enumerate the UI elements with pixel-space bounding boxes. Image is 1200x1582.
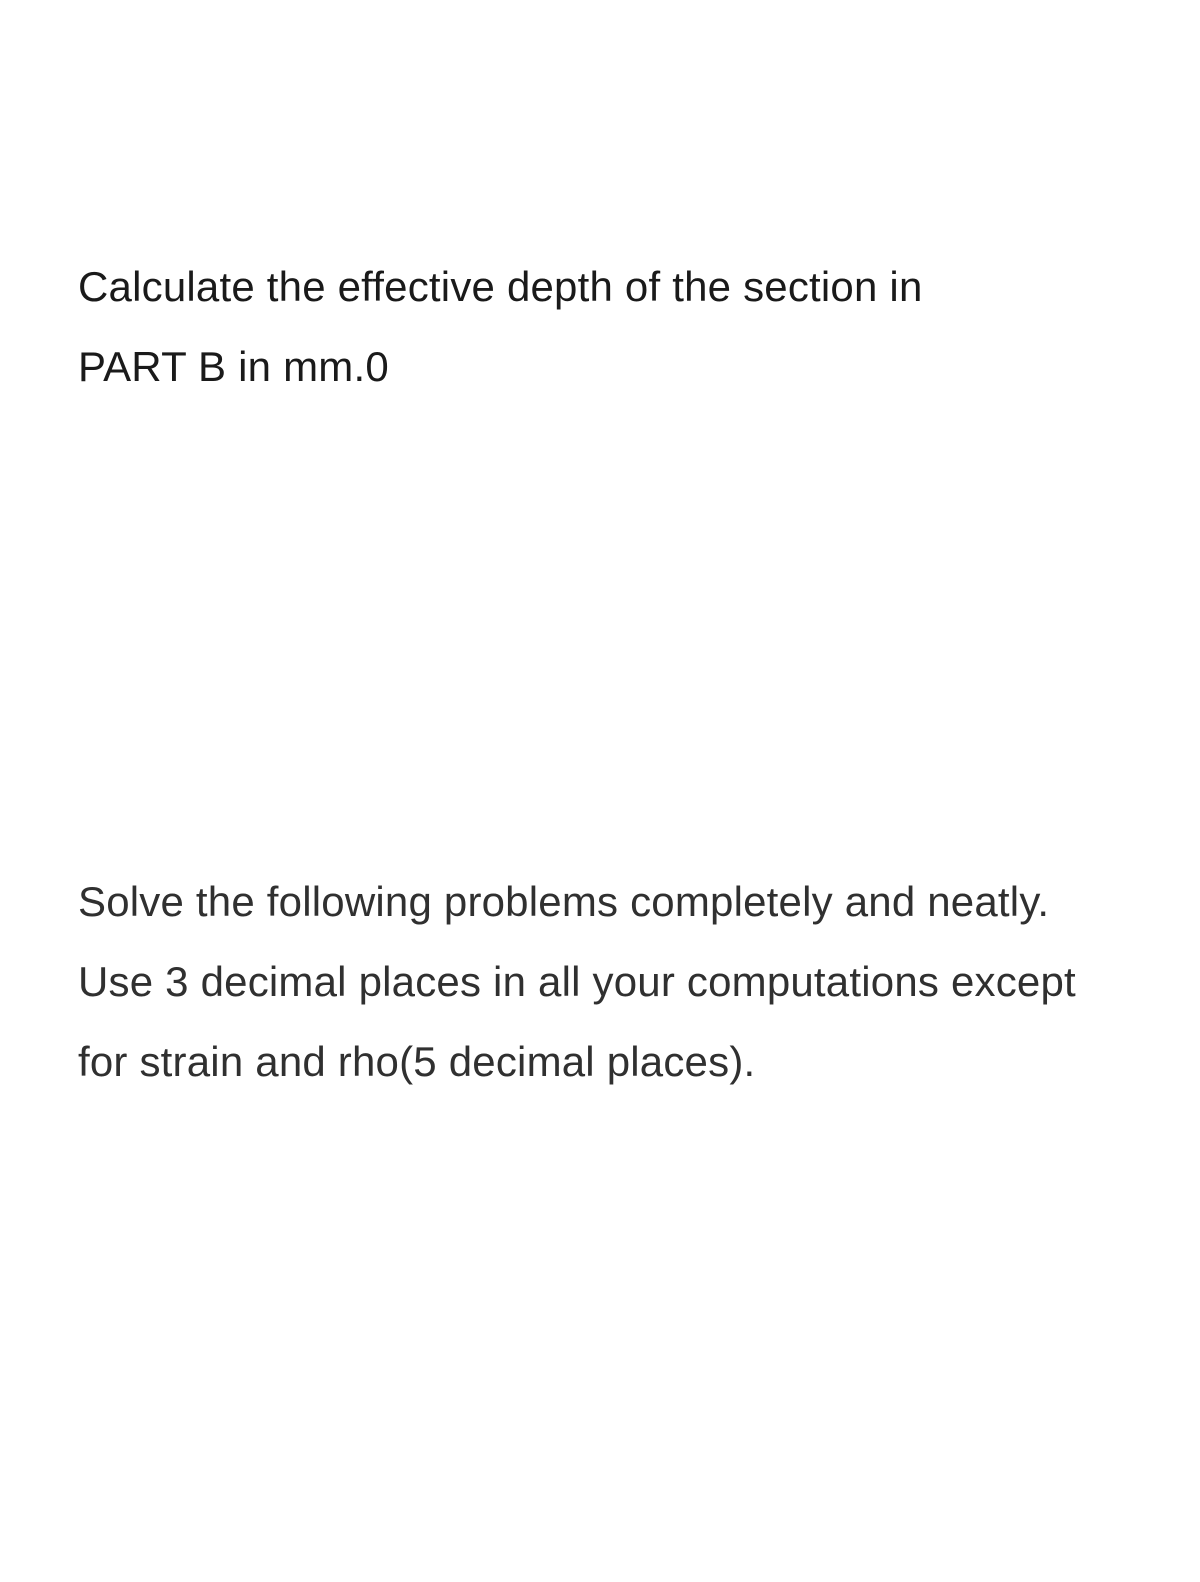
question-paragraph: Calculate the effective depth of the sec… xyxy=(78,247,998,407)
instructions-paragraph: Solve the following problems completely … xyxy=(78,862,1128,1101)
page-container: Calculate the effective depth of the sec… xyxy=(0,0,1200,1582)
